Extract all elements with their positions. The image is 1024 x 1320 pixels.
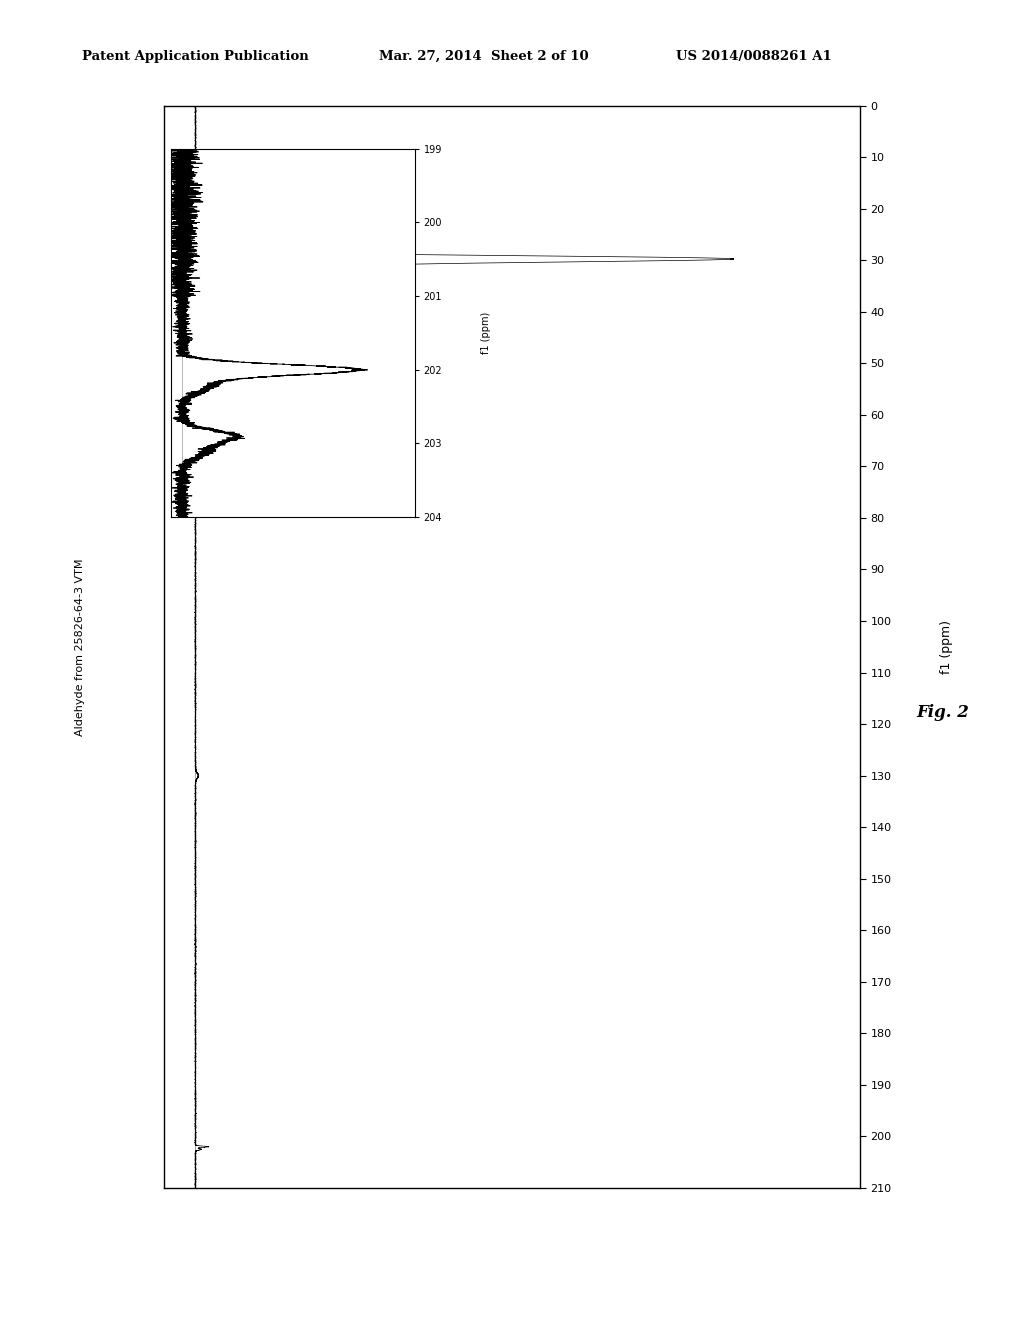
Text: Fig. 2: Fig. 2 xyxy=(916,705,970,721)
Text: Mar. 27, 2014  Sheet 2 of 10: Mar. 27, 2014 Sheet 2 of 10 xyxy=(379,50,589,63)
Text: US 2014/0088261 A1: US 2014/0088261 A1 xyxy=(676,50,831,63)
Text: Aldehyde from 25826-64-3 VTM: Aldehyde from 25826-64-3 VTM xyxy=(76,558,85,735)
Text: Patent Application Publication: Patent Application Publication xyxy=(82,50,308,63)
Y-axis label: f1 (ppm): f1 (ppm) xyxy=(940,620,953,673)
